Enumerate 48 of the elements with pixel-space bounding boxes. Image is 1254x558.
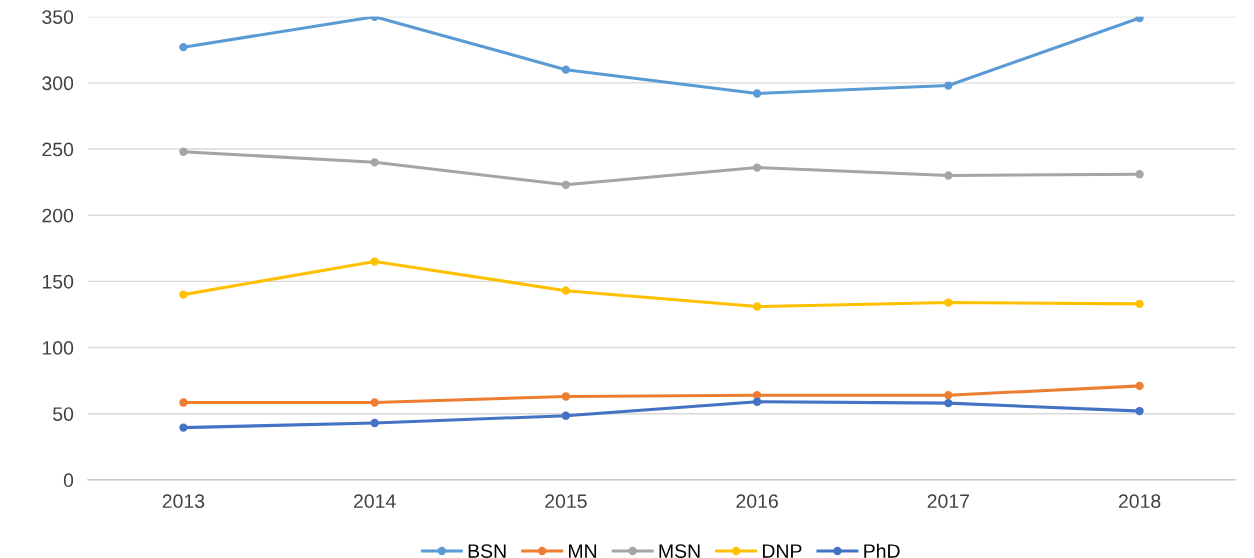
point [1135, 381, 1144, 391]
point [561, 411, 571, 420]
point [370, 398, 379, 407]
point [944, 391, 953, 400]
point [561, 180, 571, 189]
point [561, 65, 571, 74]
y-tick-label: 0 [63, 473, 74, 488]
y-tick-label: 350 [42, 10, 74, 24]
point [1135, 299, 1144, 309]
y-tick-label: 150 [42, 274, 74, 289]
x-tick-label: 2014 [353, 494, 396, 509]
legend-label: BSN [468, 544, 506, 558]
point [561, 286, 571, 295]
point [944, 171, 953, 180]
y-tick-label: 250 [42, 142, 74, 157]
y-tick-label: 50 [53, 407, 74, 421]
point [944, 298, 953, 307]
x-tick-label: 2017 [927, 494, 969, 509]
legend-label: PhD [864, 543, 900, 558]
point [752, 163, 762, 172]
point [561, 392, 571, 401]
point [944, 81, 953, 90]
point [1135, 16, 1144, 23]
x-tick-label: 2013 [162, 494, 205, 509]
point [370, 158, 379, 167]
point [179, 398, 188, 407]
point [1135, 170, 1144, 179]
y-tick-label: 300 [42, 76, 74, 91]
point [752, 391, 762, 400]
point [179, 43, 188, 52]
point [752, 397, 762, 406]
point [752, 89, 762, 98]
x-tick-label: 2016 [736, 494, 778, 509]
legend-label: MSN [659, 544, 700, 558]
x-tick-label: 2018 [1118, 494, 1161, 509]
y-tick-label: 200 [42, 208, 74, 223]
y-tick-label: 100 [42, 341, 74, 355]
point [1135, 406, 1144, 416]
point [752, 302, 762, 311]
legend-label: MN [568, 544, 597, 558]
point [179, 147, 188, 156]
point [179, 290, 188, 299]
legend-label: DNP [762, 544, 802, 558]
point [179, 423, 188, 432]
point [370, 257, 379, 266]
point [370, 418, 379, 428]
point [944, 398, 953, 408]
x-tick-label: 2015 [545, 494, 587, 509]
